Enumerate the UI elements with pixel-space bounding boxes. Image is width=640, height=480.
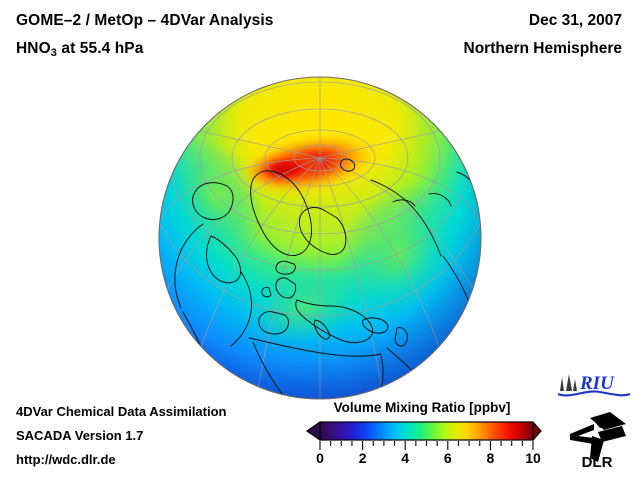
dlr-logo: DLR <box>570 412 626 470</box>
colorbar: Volume Mixing Ratio [ppbv] 0 2 4 6 8 10 <box>300 400 544 476</box>
globe-map <box>157 76 483 402</box>
species-subscript: 3 <box>50 47 57 59</box>
colorbar-scale <box>306 421 542 450</box>
globe-outline <box>158 76 482 400</box>
footer-line-version: SACADA Version 1.7 <box>16 428 144 443</box>
footer-line-url[interactable]: http://wdc.dlr.de <box>16 452 116 467</box>
colorbar-tick-label: 10 <box>525 450 541 466</box>
footer-line-assimilation: 4DVar Chemical Data Assimilation <box>16 404 227 419</box>
colorbar-tick-label: 2 <box>358 450 367 466</box>
colorbar-gradient <box>319 421 534 441</box>
colorbar-tick-label: 0 <box>316 450 324 466</box>
colorbar-tick-labels: 0 2 4 6 8 10 <box>300 450 544 472</box>
date-label: Dec 31, 2007 <box>528 12 622 29</box>
riu-logo: RIU <box>557 373 631 397</box>
page-title: GOME–2 / MetOp – 4DVar Analysis <box>16 12 274 29</box>
hemisphere-label: Northern Hemisphere <box>463 40 622 57</box>
colorbar-ticks <box>319 441 534 450</box>
field-layer <box>159 77 481 399</box>
colorbar-extend-high <box>532 421 542 441</box>
colorbar-extend-low <box>306 421 321 441</box>
limb-shading <box>159 77 481 399</box>
pressure-level-label: at 55.4 hPa <box>56 40 144 57</box>
dlr-mark-icon <box>570 412 626 462</box>
orthographic-projection <box>158 76 482 400</box>
species-label: HNO <box>16 40 51 57</box>
colorbar-tick-label: 4 <box>401 450 410 466</box>
colorbar-title: Volume Mixing Ratio [ppbv] <box>333 400 511 415</box>
species-level-label: HNO3 at 55.4 hPa <box>16 40 143 59</box>
riu-wave-icon <box>557 390 631 397</box>
dlr-wordmark: DLR <box>582 454 613 470</box>
colorbar-tick-label: 6 <box>443 450 452 466</box>
riu-towers-icon <box>560 374 577 391</box>
colorbar-tick-label: 8 <box>486 450 495 466</box>
riu-wordmark: RIU <box>579 373 615 394</box>
